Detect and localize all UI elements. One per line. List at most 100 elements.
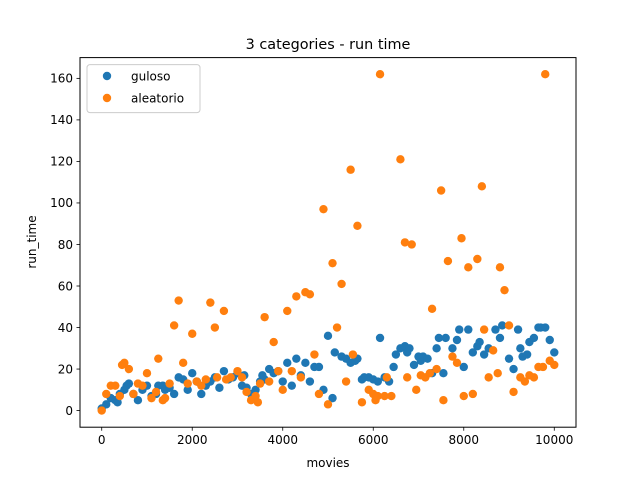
- point-aleatorio-98: [509, 387, 518, 397]
- x-axis: 0 2000 4000 6000 8000 10000: [98, 427, 573, 447]
- point-aleatorio-66: [375, 70, 385, 79]
- point-aleatorio-1: [102, 389, 111, 399]
- point-aleatorio-86: [459, 391, 468, 401]
- point-aleatorio-31: [226, 373, 235, 382]
- point-aleatorio-91: [479, 325, 489, 334]
- point-aleatorio-44: [283, 306, 292, 316]
- point-aleatorio-81: [439, 396, 448, 405]
- point-guloso-19: [169, 389, 179, 399]
- point-aleatorio-17: [165, 379, 174, 388]
- point-guloso-110: [541, 323, 550, 332]
- legend-marker-guloso: [102, 71, 112, 81]
- y-tick-label-0: 0: [65, 404, 73, 418]
- point-guloso-91: [464, 325, 473, 334]
- point-aleatorio-105: [541, 70, 550, 79]
- point-aleatorio-29: [219, 306, 229, 316]
- point-guloso-77: [409, 360, 419, 370]
- point-aleatorio-61: [357, 398, 367, 407]
- point-guloso-23: [188, 369, 197, 378]
- point-aleatorio-57: [341, 377, 351, 386]
- y-tick-label-8: 160: [50, 72, 73, 86]
- y-axis-label: run_time: [25, 215, 39, 268]
- point-guloso-111: [545, 335, 554, 345]
- point-aleatorio-54: [328, 258, 337, 268]
- point-aleatorio-88: [468, 389, 478, 399]
- point-guloso-53: [314, 362, 324, 372]
- point-guloso-100: [504, 354, 514, 363]
- point-guloso-97: [491, 325, 500, 334]
- point-aleatorio-52: [319, 204, 328, 214]
- point-aleatorio-95: [495, 263, 505, 272]
- point-aleatorio-55: [332, 323, 342, 332]
- point-aleatorio-67: [380, 391, 389, 401]
- point-aleatorio-82: [443, 256, 453, 266]
- point-guloso-95: [479, 350, 489, 359]
- point-aleatorio-21: [183, 379, 192, 388]
- point-guloso-57: [330, 348, 339, 357]
- point-aleatorio-24: [197, 381, 206, 390]
- point-aleatorio-60: [353, 221, 362, 230]
- point-aleatorio-51: [314, 389, 324, 399]
- point-guloso-56: [328, 393, 337, 403]
- point-aleatorio-104: [538, 362, 548, 372]
- point-guloso-38: [251, 385, 260, 395]
- point-guloso-103: [516, 344, 525, 353]
- point-aleatorio-19: [174, 296, 183, 305]
- point-guloso-72: [391, 350, 401, 359]
- point-guloso-88: [452, 335, 462, 345]
- point-guloso-84: [434, 333, 444, 343]
- point-aleatorio-49: [305, 290, 315, 299]
- point-aleatorio-45: [287, 366, 296, 376]
- point-aleatorio-0: [97, 406, 106, 415]
- point-aleatorio-72: [403, 373, 412, 382]
- point-aleatorio-65: [373, 391, 382, 401]
- point-guloso-107: [529, 333, 539, 343]
- point-aleatorio-46: [292, 292, 301, 301]
- point-aleatorio-73: [407, 240, 416, 249]
- point-guloso-112: [550, 348, 559, 357]
- point-aleatorio-20: [178, 358, 188, 368]
- point-guloso-46: [283, 358, 292, 368]
- y-tick-label-4: 80: [58, 238, 73, 252]
- y-tick-label-5: 100: [50, 196, 73, 210]
- point-aleatorio-69: [387, 391, 396, 401]
- point-aleatorio-68: [382, 373, 392, 382]
- point-guloso-45: [278, 377, 287, 386]
- point-aleatorio-53: [323, 400, 333, 409]
- point-aleatorio-70: [396, 155, 405, 164]
- point-aleatorio-79: [432, 364, 441, 374]
- point-aleatorio-59: [348, 350, 358, 359]
- point-guloso-10: [133, 396, 143, 405]
- point-aleatorio-78: [427, 304, 437, 314]
- point-aleatorio-58: [346, 165, 355, 174]
- point-guloso-48: [292, 354, 301, 363]
- y-tick-label-3: 60: [58, 279, 73, 293]
- point-aleatorio-37: [253, 398, 263, 407]
- x-tick-label-4: 8000: [448, 433, 479, 447]
- point-guloso-71: [389, 362, 398, 372]
- point-aleatorio-80: [436, 186, 446, 195]
- point-guloso-8: [124, 379, 134, 388]
- point-guloso-81: [423, 354, 432, 363]
- point-aleatorio-6: [120, 358, 129, 368]
- point-guloso-51: [305, 377, 315, 386]
- point-aleatorio-33: [237, 373, 247, 382]
- point-aleatorio-38: [255, 379, 265, 388]
- point-aleatorio-43: [278, 385, 287, 395]
- point-aleatorio-42: [274, 366, 283, 376]
- point-guloso-94: [475, 337, 484, 347]
- point-guloso-90: [459, 362, 468, 372]
- point-aleatorio-87: [464, 263, 473, 272]
- point-guloso-50: [301, 358, 310, 368]
- point-guloso-25: [197, 389, 206, 399]
- point-aleatorio-77: [425, 369, 435, 378]
- chart-title: 3 categories - run time: [246, 37, 411, 53]
- point-aleatorio-56: [337, 279, 346, 289]
- x-tick-label-2: 4000: [267, 433, 298, 447]
- point-aleatorio-102: [529, 373, 539, 382]
- point-aleatorio-12: [147, 393, 156, 403]
- y-tick-label-1: 20: [58, 362, 73, 376]
- point-guloso-1: [102, 400, 111, 409]
- point-aleatorio-13: [151, 387, 161, 397]
- point-aleatorio-93: [488, 346, 498, 355]
